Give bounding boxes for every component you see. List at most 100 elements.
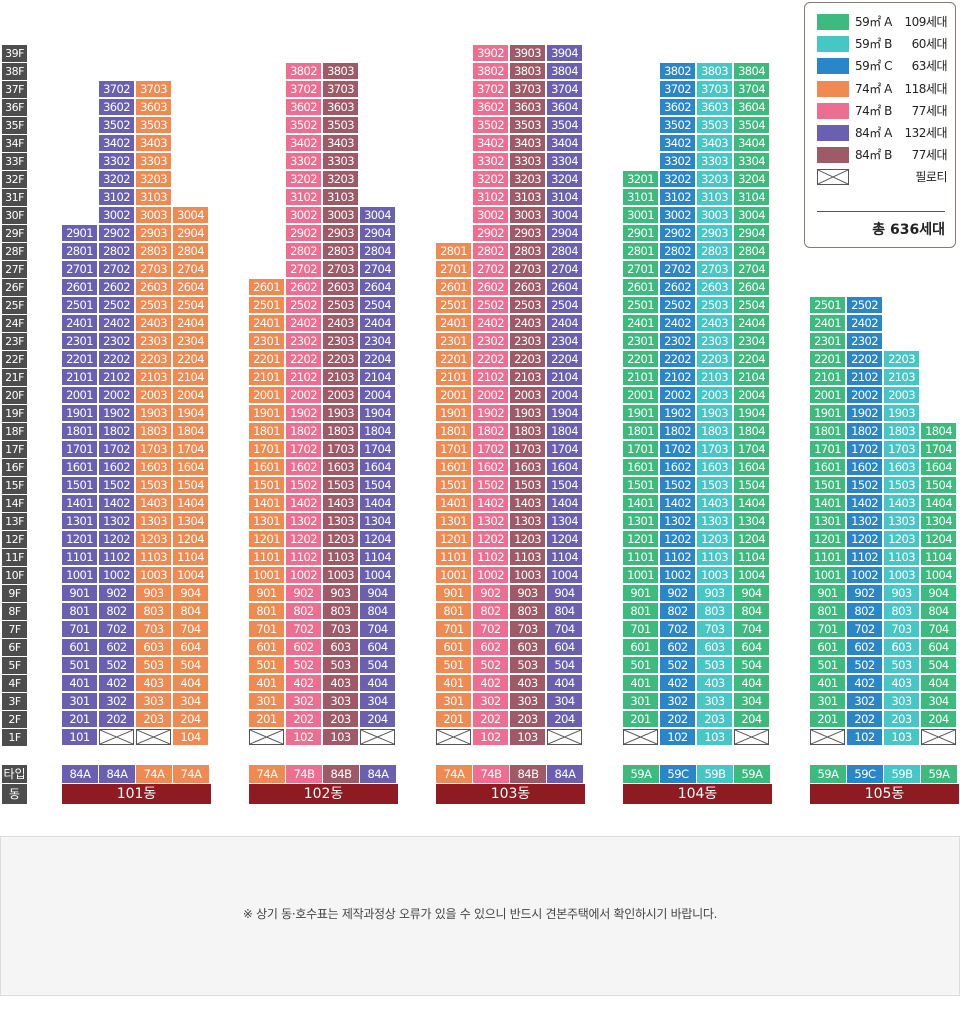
unit-cell: 204: [921, 711, 957, 728]
unit-cell: 904: [173, 585, 209, 602]
unit-cell: 1801: [436, 423, 472, 440]
piloti-cell: [249, 729, 284, 745]
unit-cell: 2403: [697, 315, 733, 332]
unit-cell: 1901: [436, 405, 472, 422]
unit-cell: 1502: [286, 477, 322, 494]
unit-cell: 2004: [360, 387, 396, 404]
unit-cell: 1704: [360, 441, 396, 458]
unit-cell: 902: [847, 585, 883, 602]
unit-cell: 1703: [510, 441, 546, 458]
unit-cell: 3002: [286, 207, 322, 224]
unit-cell: 401: [810, 675, 846, 692]
legend-count: 109세대: [904, 15, 948, 29]
unit-cell: 2403: [136, 315, 172, 332]
notice-text: ※ 상기 동·호수표는 제작과정상 오류가 있을 수 있으니 반드시 견본주택에…: [242, 907, 718, 921]
floor-label: 9F: [2, 585, 27, 602]
unit-cell: 1303: [697, 513, 733, 530]
unit-cell: 2502: [660, 297, 696, 314]
unit-cell: 801: [249, 603, 285, 620]
unit-cell: 1003: [884, 567, 920, 584]
unit-cell: 3203: [136, 171, 172, 188]
legend-item: 84㎡ A 132세대: [817, 124, 947, 142]
floor-label: 18F: [2, 423, 27, 440]
unit-cell: 1304: [360, 513, 396, 530]
unit-cell: 601: [249, 639, 285, 656]
unit-cell: 1702: [660, 441, 696, 458]
unit-cell: 1104: [173, 549, 209, 566]
unit-cell: 2101: [62, 369, 98, 386]
piloti-cell: [623, 729, 658, 745]
unit-cell: 3403: [510, 135, 546, 152]
unit-cell: 2402: [99, 315, 135, 332]
unit-cell: 202: [847, 711, 883, 728]
unit-cell: 1501: [436, 477, 472, 494]
unit-cell: 2201: [623, 351, 659, 368]
unit-cell: 603: [510, 639, 546, 656]
unit-cell: 2404: [360, 315, 396, 332]
unit-cell: 2002: [847, 387, 883, 404]
unit-cell: 3202: [99, 171, 135, 188]
legend-count: 77세대: [911, 148, 948, 163]
unit-cell: 1404: [360, 495, 396, 512]
unit-cell: 1604: [547, 459, 583, 476]
unit-cell: 504: [734, 657, 770, 674]
unit-cell: 2903: [510, 225, 546, 242]
unit-cell: 1904: [360, 405, 396, 422]
unit-cell: 2503: [697, 297, 733, 314]
unit-cell: 2501: [436, 297, 472, 314]
unit-cell: 501: [623, 657, 659, 674]
piloti-cell: [136, 729, 171, 745]
unit-cell: 2202: [286, 351, 322, 368]
unit-cell: 1702: [847, 441, 883, 458]
unit-cell: 601: [810, 639, 846, 656]
unit-cell: 2902: [473, 225, 509, 242]
unit-cell: 2903: [323, 225, 359, 242]
unit-cell: 201: [62, 711, 98, 728]
floor-label: 24F: [2, 315, 27, 332]
unit-cell: 1302: [847, 513, 883, 530]
unit-cell: 802: [847, 603, 883, 620]
unit-cell: 2601: [623, 279, 659, 296]
unit-cell: 1501: [62, 477, 98, 494]
floor-label: 8F: [2, 603, 27, 620]
unit-cell: 2304: [547, 333, 583, 350]
floor-label: 12F: [2, 531, 27, 548]
unit-cell: 202: [660, 711, 696, 728]
unit-cell: 3303: [697, 153, 733, 170]
unit-cell: 801: [810, 603, 846, 620]
unit-cell: 602: [286, 639, 322, 656]
unit-cell: 3502: [286, 117, 322, 134]
unit-cell: 1303: [323, 513, 359, 530]
unit-cell: 601: [623, 639, 659, 656]
legend-count: 77세대: [911, 103, 948, 118]
unit-cell: 2503: [510, 297, 546, 314]
unit-cell: 904: [547, 585, 583, 602]
legend-swatch: [817, 14, 849, 30]
type-cell: 59B: [884, 765, 920, 783]
unit-cell: 1402: [847, 495, 883, 512]
unit-cell: 1602: [847, 459, 883, 476]
unit-cell: 1702: [99, 441, 135, 458]
legend-item: 59㎡ C 63세대: [817, 57, 948, 75]
unit-cell: 2803: [697, 243, 733, 260]
unit-cell: 3202: [660, 171, 696, 188]
unit-cell: 1901: [623, 405, 659, 422]
type-cell: 84A: [360, 765, 396, 783]
unit-cell: 2803: [510, 243, 546, 260]
unit-cell: 1304: [734, 513, 770, 530]
unit-cell: 2702: [99, 261, 135, 278]
unit-cell: 1003: [510, 567, 546, 584]
unit-cell: 3003: [697, 207, 733, 224]
unit-cell: 3502: [473, 117, 509, 134]
unit-cell: 2302: [660, 333, 696, 350]
unit-cell: 702: [847, 621, 883, 638]
unit-cell: 3903: [510, 45, 546, 62]
unit-cell: 604: [360, 639, 396, 656]
unit-cell: 3304: [547, 153, 583, 170]
unit-cell: 3404: [734, 135, 770, 152]
unit-cell: 1603: [136, 459, 172, 476]
type-cell: 74A: [173, 765, 209, 783]
unit-cell: 2202: [473, 351, 509, 368]
unit-cell: 2004: [734, 387, 770, 404]
unit-cell: 2404: [173, 315, 209, 332]
